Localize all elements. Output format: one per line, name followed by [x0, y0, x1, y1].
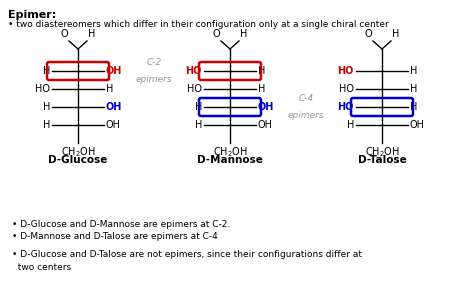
Text: HO: HO	[337, 102, 354, 112]
Text: • D-Glucose and D-Mannose are epimers at C-2.: • D-Glucose and D-Mannose are epimers at…	[12, 220, 230, 229]
Text: HO: HO	[35, 84, 50, 94]
Text: O: O	[365, 29, 372, 39]
Text: H: H	[410, 102, 418, 112]
Text: OH: OH	[258, 102, 274, 112]
Text: H: H	[346, 120, 354, 130]
Text: D-Mannose: D-Mannose	[197, 155, 263, 165]
Text: H: H	[392, 29, 400, 39]
Text: HO: HO	[337, 66, 354, 76]
Text: H: H	[410, 66, 418, 76]
Text: epimers: epimers	[288, 111, 324, 120]
Text: D-Talose: D-Talose	[357, 155, 406, 165]
Text: H: H	[43, 102, 50, 112]
Text: O: O	[60, 29, 68, 39]
Text: H: H	[410, 84, 418, 94]
Text: H: H	[106, 84, 113, 94]
Text: C-4: C-4	[298, 94, 314, 103]
Text: HO: HO	[186, 66, 202, 76]
Text: OH: OH	[106, 102, 122, 112]
Text: OH: OH	[106, 66, 122, 76]
Text: H: H	[88, 29, 95, 39]
Text: O: O	[212, 29, 220, 39]
Text: H: H	[258, 84, 265, 94]
Text: Epimer:: Epimer:	[8, 10, 56, 20]
Text: OH: OH	[258, 120, 273, 130]
Text: C-2: C-2	[146, 58, 162, 67]
Text: H: H	[240, 29, 247, 39]
Text: CH$_2$OH: CH$_2$OH	[365, 145, 400, 159]
Text: • D-Glucose and D-Talose are not epimers, since their configurations differ at
 : • D-Glucose and D-Talose are not epimers…	[12, 250, 362, 272]
Text: CH$_2$OH: CH$_2$OH	[61, 145, 95, 159]
Text: HO: HO	[187, 84, 202, 94]
Text: OH: OH	[410, 120, 425, 130]
Text: H: H	[195, 120, 202, 130]
Text: epimers: epimers	[136, 75, 172, 84]
Text: H: H	[43, 120, 50, 130]
Text: H: H	[43, 66, 50, 76]
Text: OH: OH	[106, 120, 121, 130]
Text: H: H	[195, 102, 202, 112]
Text: H: H	[258, 66, 265, 76]
Text: D-Glucose: D-Glucose	[48, 155, 108, 165]
Text: CH$_2$OH: CH$_2$OH	[212, 145, 247, 159]
Text: HO: HO	[339, 84, 354, 94]
Text: • two diastereomers which differ in their configuration only at a single chiral : • two diastereomers which differ in thei…	[8, 20, 389, 29]
Text: • D-Mannose and D-Talose are epimers at C-4: • D-Mannose and D-Talose are epimers at …	[12, 232, 218, 241]
